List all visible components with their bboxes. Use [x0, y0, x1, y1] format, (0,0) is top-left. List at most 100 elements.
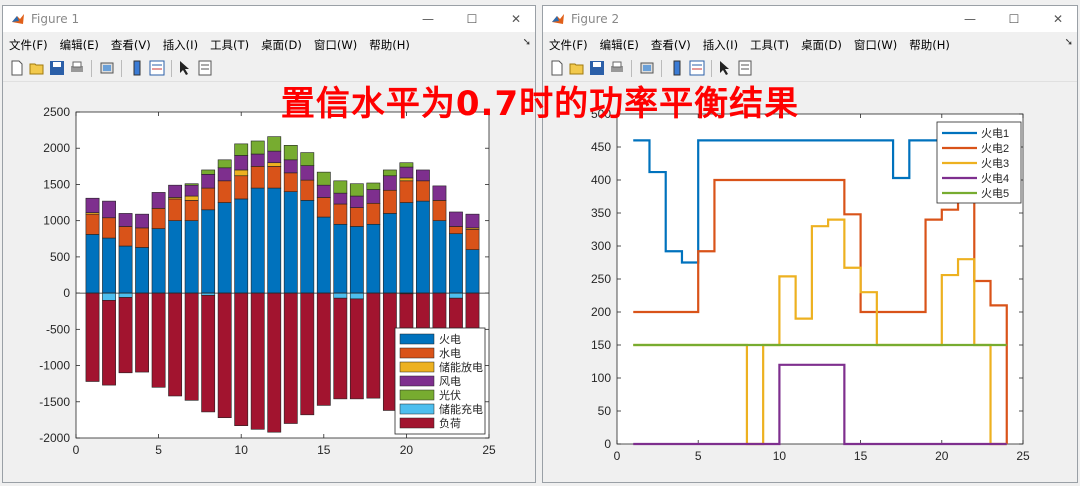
- save-icon[interactable]: [49, 60, 65, 76]
- menu-edit[interactable]: 编辑(E): [59, 38, 99, 52]
- menu-insert[interactable]: 插入(I): [702, 38, 739, 52]
- bar-segment: [201, 209, 216, 294]
- close-button[interactable]: ✕: [1052, 12, 1064, 26]
- menu-edit[interactable]: 编辑(E): [599, 38, 639, 52]
- legend-icon[interactable]: [149, 60, 165, 76]
- menu-help[interactable]: 帮助(H): [909, 38, 950, 52]
- print-icon[interactable]: [609, 60, 625, 76]
- property-inspector-icon[interactable]: [737, 60, 753, 76]
- menu-desktop[interactable]: 桌面(D): [261, 38, 302, 52]
- menu-view[interactable]: 查看(V): [110, 38, 151, 52]
- colorbar-icon[interactable]: [129, 60, 145, 76]
- bar-segment: [234, 175, 249, 200]
- menu-insert[interactable]: 插入(I): [162, 38, 199, 52]
- x-tick-label: 20: [400, 443, 414, 457]
- bar-segment: [184, 195, 199, 201]
- bar-segment: [300, 165, 315, 181]
- print-icon[interactable]: [69, 60, 85, 76]
- bar-segment: [250, 292, 265, 430]
- menu-tools[interactable]: 工具(T): [750, 38, 790, 52]
- y-tick-label: 400: [591, 173, 611, 187]
- bar-segment: [118, 226, 133, 247]
- legend-label: 负荷: [439, 416, 461, 430]
- bar-segment: [118, 213, 133, 227]
- bar-segment: [250, 166, 265, 189]
- bar-segment: [267, 187, 282, 294]
- bar-segment: [201, 187, 216, 211]
- cursor-icon[interactable]: [717, 60, 733, 76]
- maximize-button[interactable]: ☐: [466, 12, 478, 26]
- y-tick-label: 2500: [43, 105, 70, 119]
- x-tick-label: 5: [695, 449, 702, 463]
- menu-window[interactable]: 窗口(W): [313, 38, 358, 52]
- new-figure-icon[interactable]: [9, 60, 25, 76]
- bar-segment: [366, 182, 381, 190]
- cursor-icon[interactable]: [177, 60, 193, 76]
- bar-segment: [168, 198, 183, 221]
- minimize-button[interactable]: —: [964, 12, 976, 26]
- bar-segment: [382, 213, 397, 294]
- menu-help[interactable]: 帮助(H): [369, 38, 410, 52]
- bar-segment: [283, 191, 298, 294]
- bar-segment: [399, 202, 414, 294]
- minimize-button[interactable]: —: [422, 12, 434, 26]
- legend-label: 火电3: [981, 157, 1009, 170]
- bar-segment: [118, 245, 133, 294]
- open-file-icon[interactable]: [569, 60, 585, 76]
- bar-segment: [135, 227, 149, 248]
- menu-overflow-icon[interactable]: ➘: [1064, 37, 1073, 48]
- y-tick-label: 250: [591, 272, 611, 286]
- bar-segment: [234, 292, 249, 426]
- y-tick-label: -500: [46, 322, 70, 336]
- y-tick-label: 200: [591, 305, 611, 319]
- menu-view[interactable]: 查看(V): [650, 38, 691, 52]
- bar-segment: [399, 162, 414, 168]
- y-tick-label: -2000: [39, 431, 70, 445]
- y-tick-label: 150: [591, 338, 611, 352]
- bar-segment: [151, 292, 166, 388]
- new-figure-icon[interactable]: [549, 60, 565, 76]
- y-tick-label: 2000: [43, 141, 70, 155]
- bar-segment: [399, 180, 414, 203]
- link-plot-icon[interactable]: [639, 60, 655, 76]
- bar-segment: [135, 292, 149, 373]
- bar-segment: [316, 171, 331, 186]
- bar-segment: [349, 226, 364, 294]
- title-bar[interactable]: Figure 1 — ☐ ✕: [3, 6, 535, 32]
- colorbar-icon[interactable]: [669, 60, 685, 76]
- property-inspector-icon[interactable]: [197, 60, 213, 76]
- bar-segment: [366, 292, 381, 399]
- link-plot-icon[interactable]: [99, 60, 115, 76]
- bar-segment: [151, 208, 166, 229]
- series-line: [633, 139, 1007, 264]
- bar-segment: [135, 247, 149, 294]
- menu-tools[interactable]: 工具(T): [210, 38, 250, 52]
- legend-label: 光伏: [439, 388, 461, 402]
- legend-label: 火电5: [981, 187, 1009, 200]
- menu-file[interactable]: 文件(F): [9, 38, 48, 52]
- bar-segment: [234, 169, 249, 177]
- maximize-button[interactable]: ☐: [1008, 12, 1020, 26]
- save-icon[interactable]: [589, 60, 605, 76]
- menu-overflow-icon[interactable]: ➘: [522, 37, 531, 48]
- legend-swatch: [399, 389, 435, 401]
- bar-segment: [316, 184, 331, 198]
- bar-segment: [102, 237, 116, 294]
- close-button[interactable]: ✕: [510, 12, 522, 26]
- title-bar[interactable]: Figure 2 — ☐ ✕: [543, 6, 1077, 32]
- bar-segment: [316, 197, 331, 218]
- open-file-icon[interactable]: [29, 60, 45, 76]
- menu-file[interactable]: 文件(F): [549, 38, 588, 52]
- y-tick-label: 0: [63, 286, 70, 300]
- bar-segment: [85, 213, 100, 235]
- x-tick-label: 20: [935, 449, 949, 463]
- bar-segment: [382, 292, 397, 411]
- legend-swatch: [399, 361, 435, 373]
- menu-desktop[interactable]: 桌面(D): [801, 38, 842, 52]
- bar-segment: [118, 292, 133, 298]
- menu-window[interactable]: 窗口(W): [853, 38, 898, 52]
- legend-icon[interactable]: [689, 60, 705, 76]
- bar-segment: [201, 169, 216, 175]
- bar-segment: [399, 166, 414, 179]
- bar-segment: [217, 167, 232, 182]
